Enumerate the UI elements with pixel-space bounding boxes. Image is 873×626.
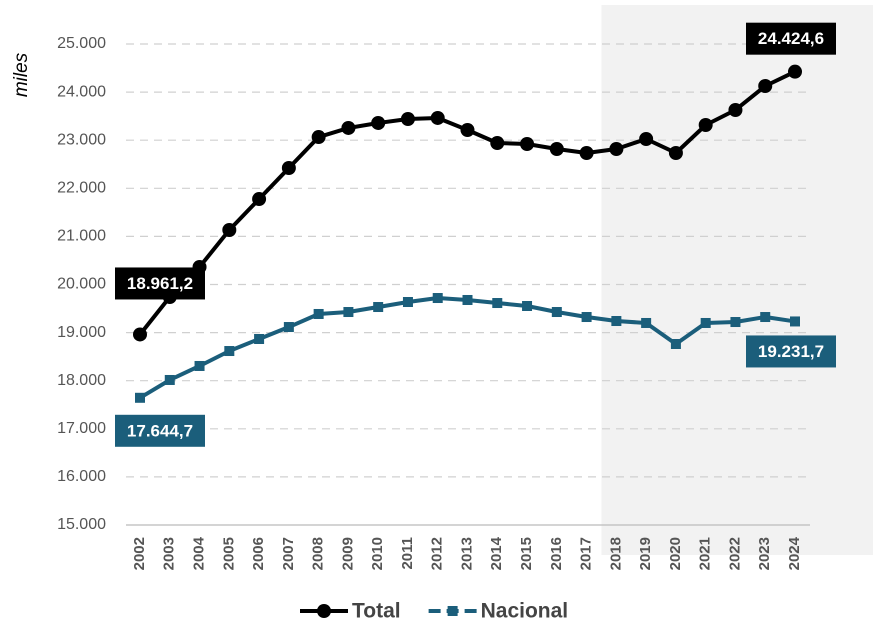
- point: [551, 307, 562, 318]
- data-label-box: [115, 267, 205, 300]
- point: [698, 118, 713, 133]
- point: [790, 316, 800, 327]
- point: [579, 145, 594, 160]
- point: [700, 317, 711, 328]
- legend-marker: [317, 604, 331, 618]
- point: [670, 338, 681, 349]
- legend-marker: [447, 606, 458, 616]
- point: [402, 297, 413, 308]
- point: [164, 374, 175, 385]
- data-label-box: [115, 414, 205, 447]
- data-label: 19.231,7: [758, 342, 824, 361]
- y-axis-label: miles: [11, 52, 32, 97]
- x-tick-label: 2008: [310, 537, 327, 570]
- point: [313, 308, 324, 319]
- point: [728, 102, 743, 117]
- point: [400, 111, 415, 126]
- x-tick-label: 2017: [578, 537, 595, 570]
- x-tick-label: 2022: [726, 537, 743, 570]
- y-tick-label: 15.000: [57, 516, 106, 533]
- point: [343, 307, 354, 318]
- x-tick-label: 2016: [548, 537, 565, 570]
- x-tick-label: 2004: [191, 536, 208, 570]
- point: [341, 120, 356, 135]
- point: [758, 78, 773, 93]
- point: [252, 192, 267, 207]
- y-tick-label: 20.000: [57, 276, 106, 293]
- point: [460, 123, 475, 138]
- y-tick-label: 21.000: [57, 228, 106, 245]
- x-tick-label: 2011: [399, 537, 416, 570]
- point: [222, 223, 237, 238]
- x-tick-label: 2003: [161, 537, 178, 570]
- point: [135, 392, 145, 403]
- y-tick-label: 19.000: [57, 324, 106, 341]
- x-tick-label: 2014: [488, 536, 505, 570]
- series: 18.961,2 24.424,6: [115, 22, 836, 342]
- x-tick-label: 2021: [697, 537, 714, 570]
- data-label: 17.644,7: [127, 421, 193, 440]
- point: [371, 115, 386, 130]
- data-label: 24.424,6: [758, 29, 824, 48]
- point: [522, 301, 533, 312]
- y-tick-label: 16.000: [57, 468, 106, 485]
- x-tick-label: 2013: [458, 537, 475, 570]
- legend-label: Nacional: [481, 600, 569, 623]
- point: [462, 294, 473, 305]
- y-tick-label: 18.000: [57, 372, 106, 389]
- data-label: 18.961,2: [127, 274, 193, 293]
- x-tick-label: 2015: [518, 537, 535, 570]
- legend: Total Nacional: [300, 600, 568, 623]
- x-tick-label: 2006: [250, 537, 267, 570]
- legend-label: Total: [352, 600, 401, 623]
- series: 17.644,7 19.231,7: [115, 293, 836, 447]
- point: [492, 298, 503, 309]
- point: [224, 346, 235, 357]
- x-tick-label: 2010: [369, 537, 386, 570]
- point: [281, 161, 296, 176]
- point: [641, 317, 652, 328]
- x-tick-label: 2002: [131, 537, 148, 570]
- point: [432, 293, 443, 304]
- x-tick-label: 2020: [667, 537, 684, 570]
- point: [373, 302, 384, 313]
- data-label-box: [746, 335, 836, 368]
- x-tick-label: 2019: [637, 537, 654, 570]
- point: [760, 312, 771, 323]
- point: [609, 142, 624, 157]
- point: [133, 327, 147, 342]
- shaded-region: [601, 5, 873, 555]
- point: [520, 136, 535, 151]
- point: [549, 142, 564, 157]
- y-tick-label: 25.000: [57, 35, 106, 52]
- x-tick-label: 2018: [607, 537, 624, 570]
- point: [639, 131, 654, 146]
- point: [611, 316, 622, 327]
- point: [581, 312, 592, 323]
- y-tick-label: 24.000: [57, 83, 106, 100]
- x-tick-label: 2005: [220, 537, 237, 570]
- point: [194, 360, 205, 371]
- x-tick-label: 2023: [756, 537, 773, 570]
- point: [311, 130, 326, 145]
- point: [430, 110, 445, 125]
- point: [730, 317, 741, 328]
- x-tick-label: 2009: [339, 537, 356, 570]
- x-tick-label: 2007: [280, 537, 297, 570]
- point: [283, 322, 294, 333]
- point: [788, 64, 802, 79]
- y-tick-label: 23.000: [57, 131, 106, 148]
- point: [254, 333, 265, 344]
- y-tick-label: 22.000: [57, 180, 106, 197]
- x-tick-label: 2024: [786, 536, 803, 570]
- point: [668, 145, 683, 160]
- point: [490, 135, 505, 150]
- y-tick-label: 17.000: [57, 420, 106, 437]
- x-tick-label: 2012: [429, 537, 446, 570]
- data-label-box: [746, 22, 836, 55]
